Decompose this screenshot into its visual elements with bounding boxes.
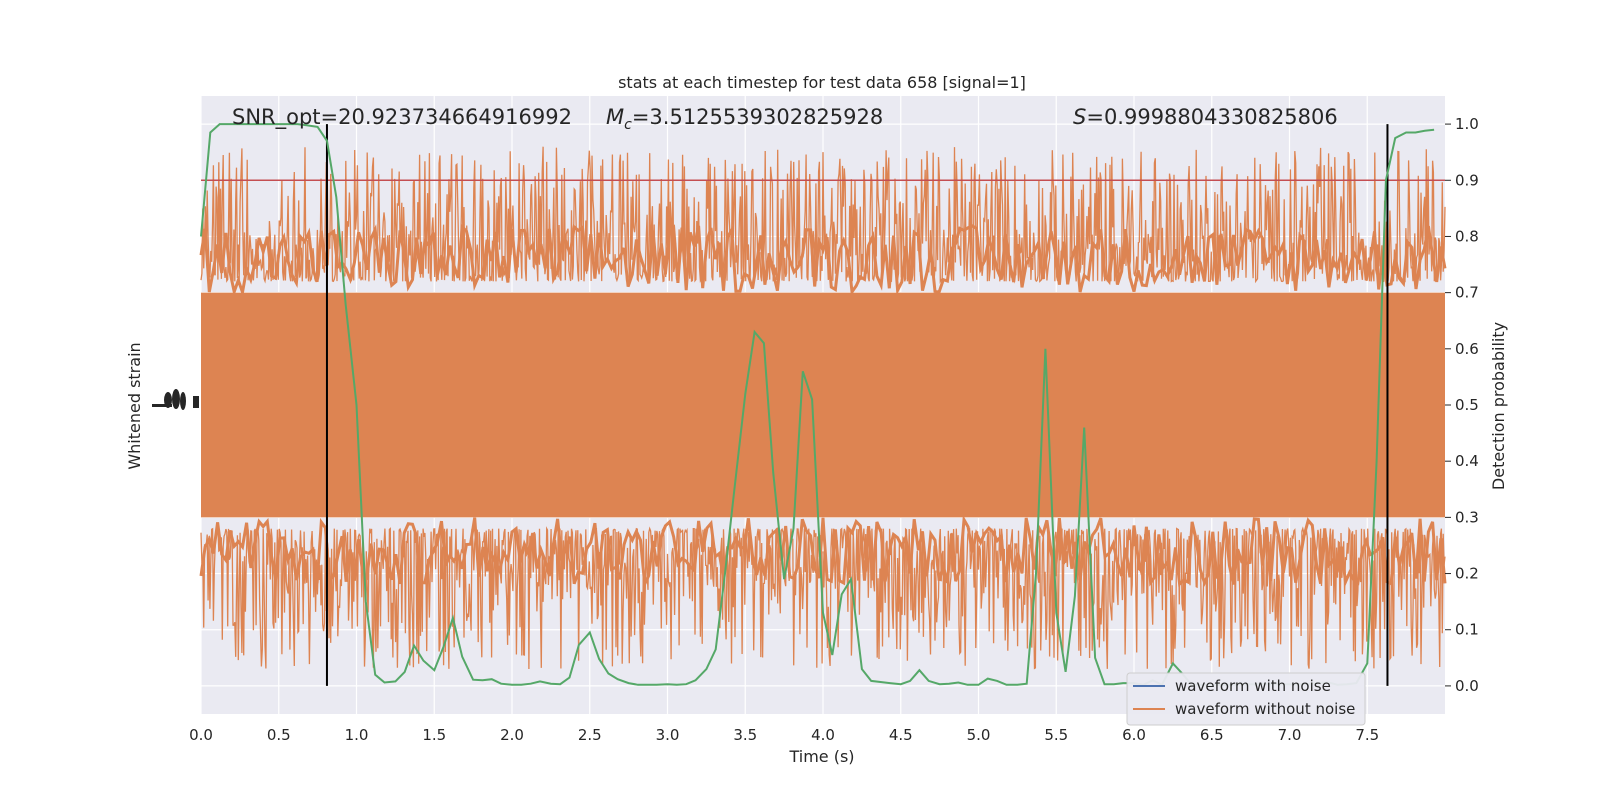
chirp-mass-annotation: Mc=3.5125539302825928: [606, 105, 883, 133]
noise-band-lower-fill: [199, 514, 1447, 590]
x-axis-ticks: 0.0 0.5 1.0 1.5 2.0 2.5 3.0 3.5 4.0 4.5 5.0 5.5 6.0 6…: [189, 726, 1379, 744]
x-tick-label: 3.5: [733, 726, 757, 744]
x-tick-label: 5.5: [1044, 726, 1068, 744]
y-axis-left-label: Whitened strain: [125, 342, 144, 469]
x-tick-label: 4.0: [811, 726, 835, 744]
y-tick-label: 1.0: [1455, 115, 1479, 133]
x-tick-label: 7.5: [1355, 726, 1379, 744]
noise-band-upper-fill: [199, 223, 1447, 299]
y-axis-right-ticks: 0.0 0.1 0.2 0.3 0.4 0.5 0.6 0.7 0.8 0.9 1.0: [1445, 115, 1479, 695]
y-tick-label: 0.8: [1455, 227, 1479, 245]
x-tick-label: 2.5: [578, 726, 602, 744]
x-tick-label: 2.0: [500, 726, 524, 744]
snr-annotation: SNR_opt=20.923734664916992: [232, 105, 572, 130]
x-tick-label: 6.5: [1200, 726, 1224, 744]
x-tick-label: 1.0: [345, 726, 369, 744]
legend-box: [1126, 672, 1366, 726]
noise-band-lower: [200, 526, 1446, 670]
x-tick-label: 7.0: [1278, 726, 1302, 744]
y-tick-label: 0.2: [1455, 565, 1479, 583]
left-axis-tick-clutter: [152, 389, 199, 410]
x-axis-label: Time (s): [788, 747, 854, 766]
y-tick-label: 0.9: [1455, 171, 1479, 189]
x-tick-label: 5.0: [967, 726, 991, 744]
x-tick-label: 0.0: [189, 726, 213, 744]
y-tick-label: 0.0: [1455, 677, 1479, 695]
y-tick-label: 0.3: [1455, 508, 1479, 526]
legend-label-with-noise: waveform with noise: [1175, 677, 1331, 695]
y-tick-label: 0.5: [1455, 396, 1479, 414]
y-tick-label: 0.6: [1455, 340, 1479, 358]
noise-band-upper: [200, 146, 1446, 284]
x-tick-label: 1.5: [422, 726, 446, 744]
y-tick-label: 0.7: [1455, 284, 1479, 302]
y-tick-label: 0.1: [1455, 621, 1479, 639]
y-tick-label: 0.4: [1455, 452, 1479, 470]
noise-band-series: [199, 146, 1447, 670]
vertical-markers: [325, 124, 1389, 686]
legend-label-without-noise: waveform without noise: [1175, 700, 1355, 718]
x-tick-label: 3.0: [656, 726, 680, 744]
x-tick-label: 6.0: [1122, 726, 1146, 744]
x-tick-label: 0.5: [267, 726, 291, 744]
chart-title: stats at each timestep for test data 658…: [618, 73, 1026, 92]
legend: waveform with noise waveform without noi…: [1126, 672, 1366, 726]
y-axis-right-label: Detection probability: [1489, 322, 1508, 490]
s-annotation: S=0.9998804330825806: [1073, 105, 1338, 129]
x-tick-label: 4.5: [889, 726, 913, 744]
noise-band-core: [201, 292, 1445, 518]
